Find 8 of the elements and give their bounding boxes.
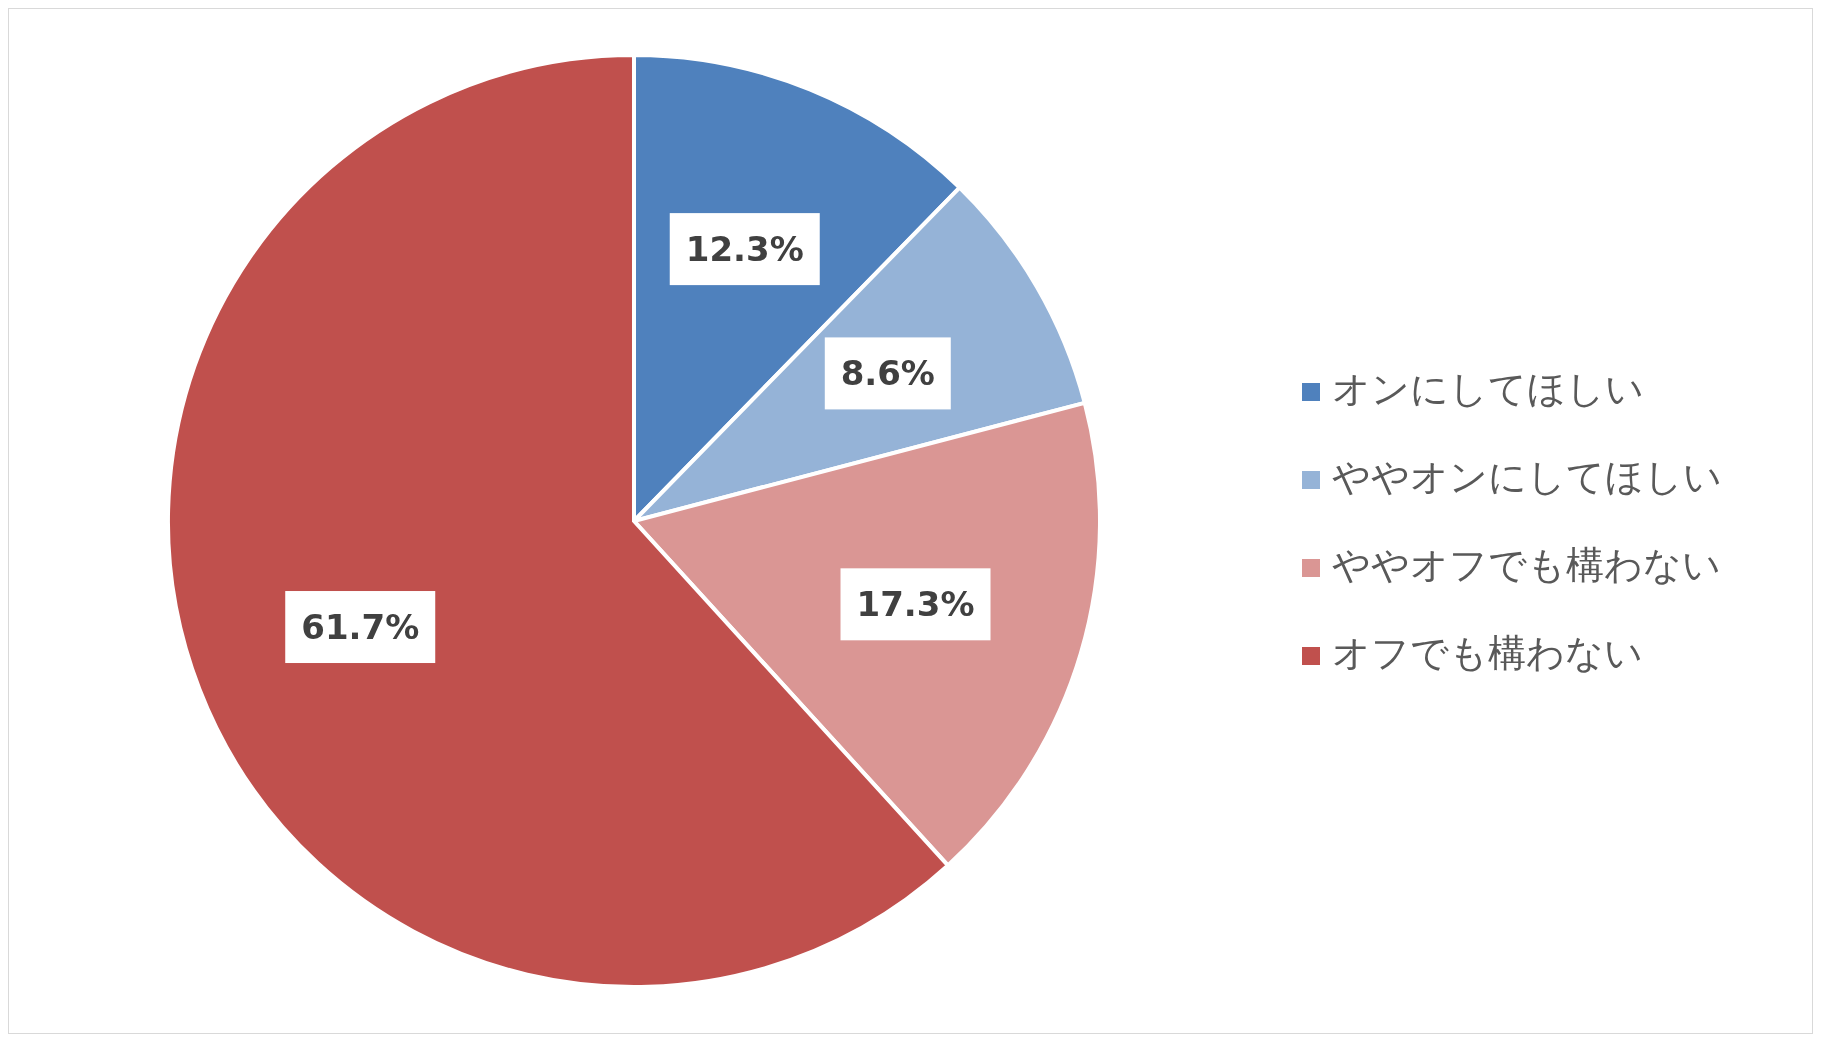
- legend-label: ややオフでも構わない: [1332, 543, 1721, 587]
- legend-label: ややオンにしてほしい: [1332, 455, 1722, 499]
- legend-label: オンにしてほしい: [1332, 367, 1644, 411]
- legend-label: オフでも構わない: [1332, 631, 1643, 675]
- data-label: 61.7%: [301, 607, 420, 648]
- data-label: 17.3%: [856, 584, 975, 625]
- data-label: 12.3%: [685, 229, 804, 270]
- data-label: 8.6%: [840, 353, 935, 394]
